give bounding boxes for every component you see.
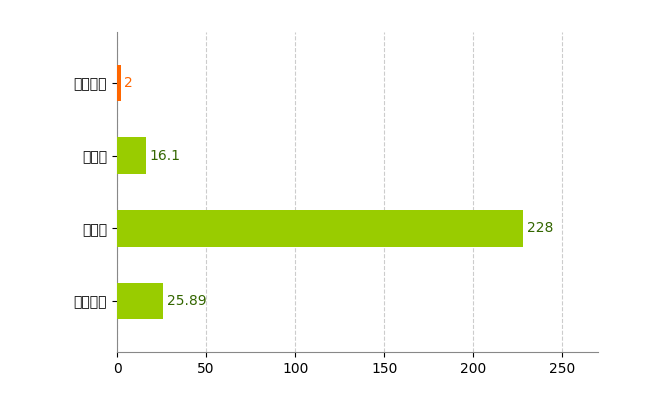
Text: 2: 2 — [124, 76, 133, 90]
Bar — [117, 283, 163, 319]
Text: 16.1: 16.1 — [150, 149, 180, 163]
Text: 25.89: 25.89 — [166, 294, 206, 308]
Bar — [117, 210, 523, 246]
Bar — [117, 138, 146, 174]
Bar — [117, 65, 120, 101]
Text: 228: 228 — [526, 221, 553, 235]
